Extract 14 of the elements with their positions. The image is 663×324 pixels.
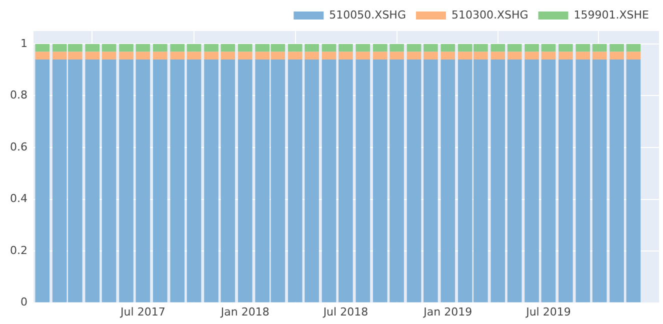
x-tick-label: Jul 2017 xyxy=(120,305,166,318)
legend-label: 510050.XSHG xyxy=(329,8,406,22)
y-tick-label: 0.8 xyxy=(10,88,28,102)
x-tick-label: Jan 2019 xyxy=(422,305,472,318)
y-tick-label: 0.4 xyxy=(10,192,28,206)
x-tick-label: Jan 2018 xyxy=(220,305,270,318)
x-tick-label: Jul 2019 xyxy=(525,305,571,318)
y-tick-label: 0.2 xyxy=(10,244,28,257)
legend-label: 510300.XSHG xyxy=(451,8,528,22)
y-tick-label: 0.6 xyxy=(10,140,28,154)
x-tick-label: Jul 2018 xyxy=(322,305,368,318)
y-tick-label: 0 xyxy=(20,296,28,309)
y-tick-label: 1 xyxy=(20,36,28,50)
legend-label: 159901.XSHE xyxy=(574,8,650,22)
